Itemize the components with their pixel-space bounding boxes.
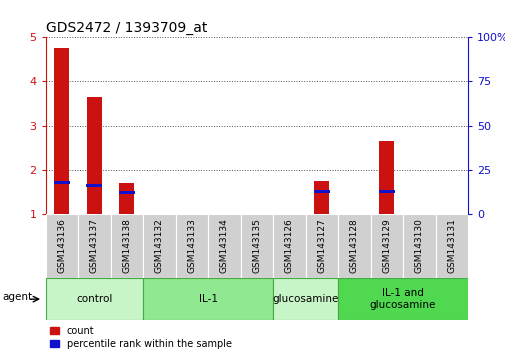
Bar xyxy=(273,214,305,278)
Text: GSM143131: GSM143131 xyxy=(446,218,456,273)
Text: GSM143127: GSM143127 xyxy=(317,218,326,273)
Text: control: control xyxy=(76,294,112,304)
Text: GSM143129: GSM143129 xyxy=(382,218,390,273)
Text: GSM143135: GSM143135 xyxy=(252,218,261,273)
Bar xyxy=(45,278,143,320)
Text: glucosamine: glucosamine xyxy=(272,294,338,304)
Text: GSM143137: GSM143137 xyxy=(89,218,98,273)
Bar xyxy=(143,278,273,320)
Legend: count, percentile rank within the sample: count, percentile rank within the sample xyxy=(50,326,231,349)
Bar xyxy=(87,97,102,214)
Text: GSM143136: GSM143136 xyxy=(57,218,66,273)
Bar xyxy=(379,141,393,214)
Text: IL-1 and
glucosamine: IL-1 and glucosamine xyxy=(369,288,435,310)
Bar xyxy=(305,214,337,278)
Text: GDS2472 / 1393709_at: GDS2472 / 1393709_at xyxy=(45,21,207,35)
Bar xyxy=(119,192,134,194)
Text: GSM143133: GSM143133 xyxy=(187,218,196,273)
Bar xyxy=(314,181,328,214)
Text: GSM143126: GSM143126 xyxy=(284,218,293,273)
Text: GSM143134: GSM143134 xyxy=(219,218,228,273)
Bar xyxy=(378,190,394,193)
Text: IL-1: IL-1 xyxy=(198,294,217,304)
Bar xyxy=(45,214,78,278)
Bar xyxy=(175,214,208,278)
Bar xyxy=(402,214,435,278)
Bar xyxy=(208,214,240,278)
Text: GSM143138: GSM143138 xyxy=(122,218,131,273)
Text: GSM143130: GSM143130 xyxy=(414,218,423,273)
Bar xyxy=(313,190,329,193)
Bar xyxy=(240,214,273,278)
Bar xyxy=(273,278,337,320)
Bar xyxy=(337,214,370,278)
Bar xyxy=(337,278,467,320)
Bar xyxy=(119,183,134,214)
Bar xyxy=(54,181,70,184)
Bar xyxy=(370,214,402,278)
Text: GSM143128: GSM143128 xyxy=(349,218,358,273)
Bar xyxy=(110,214,143,278)
Bar xyxy=(78,214,110,278)
Bar xyxy=(55,48,69,214)
Bar xyxy=(435,214,467,278)
Bar xyxy=(143,214,175,278)
Text: GSM143132: GSM143132 xyxy=(155,218,164,273)
Text: agent: agent xyxy=(3,292,33,302)
Bar xyxy=(86,184,102,187)
